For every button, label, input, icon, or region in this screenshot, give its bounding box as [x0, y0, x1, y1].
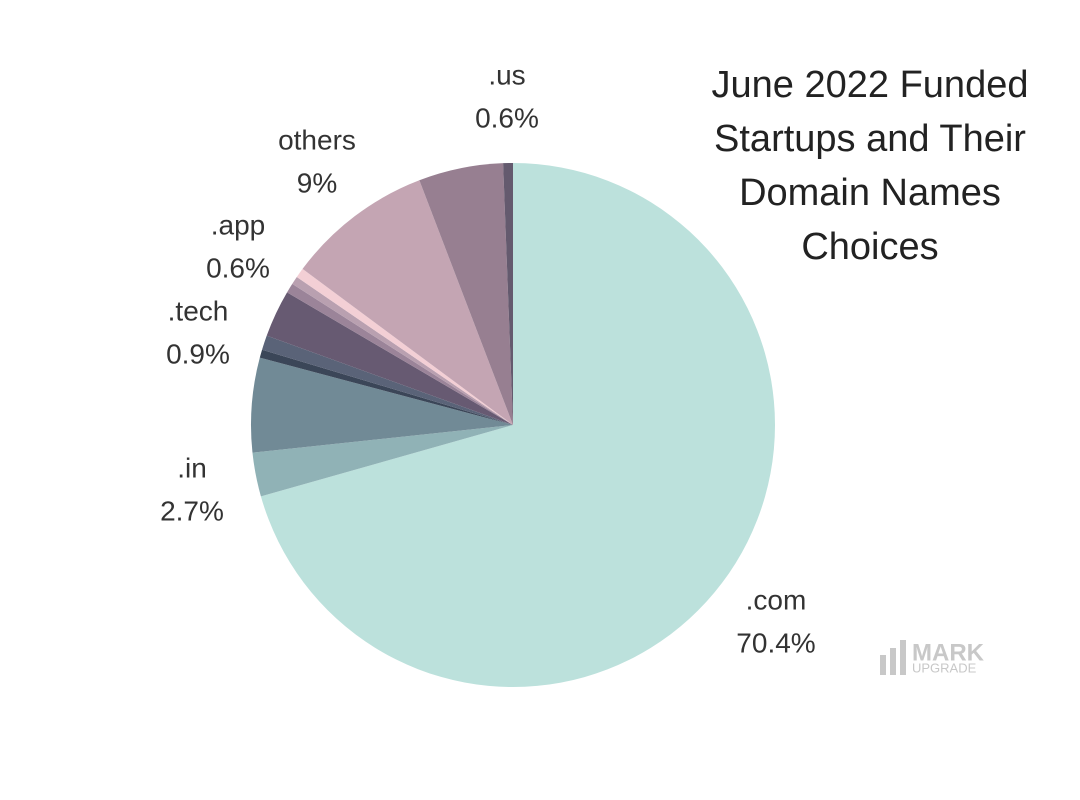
- pie-slice: [292, 277, 513, 425]
- logo-bar: [880, 655, 886, 675]
- slice-label: .us: [488, 59, 525, 90]
- slice-value: 70.4%: [736, 627, 815, 658]
- slice-value: 0.9%: [166, 338, 230, 369]
- logo-bar: [900, 640, 906, 675]
- slice-value: 9%: [297, 167, 337, 198]
- pie-slice: [262, 335, 513, 425]
- pie-slice: [287, 283, 513, 425]
- pie-slice: [302, 180, 513, 425]
- logo: MARK UPGRADE: [880, 639, 985, 675]
- slice-value: 0.6%: [475, 102, 539, 133]
- pie-slice: [260, 163, 775, 688]
- slice-label: .app: [211, 209, 266, 240]
- chart-title: June 2022 Funded Startups and Their Doma…: [711, 64, 1029, 268]
- pie-slice: [251, 357, 513, 453]
- slice-value: 2.7%: [160, 495, 224, 526]
- labels: .com 70.4% .in 2.7% .tech 0.9% .app 0.6% others 9…: [160, 59, 816, 658]
- logo-bar: [890, 648, 896, 675]
- slice-value: 0.6%: [206, 252, 270, 283]
- slice-label: .tech: [168, 295, 229, 326]
- slice-label: .in: [177, 452, 207, 483]
- pie-slice: [503, 163, 513, 425]
- pie-slice: [259, 349, 513, 425]
- logo-text: MARK: [912, 639, 985, 666]
- slice-label: .com: [746, 584, 807, 615]
- pie-slice: [419, 163, 513, 425]
- pie-slice: [266, 292, 513, 425]
- pie: [251, 163, 775, 688]
- slice-label: others: [278, 124, 356, 155]
- pie-slice: [296, 268, 513, 425]
- logo-text: UPGRADE: [912, 660, 977, 675]
- pie-slice: [252, 425, 513, 497]
